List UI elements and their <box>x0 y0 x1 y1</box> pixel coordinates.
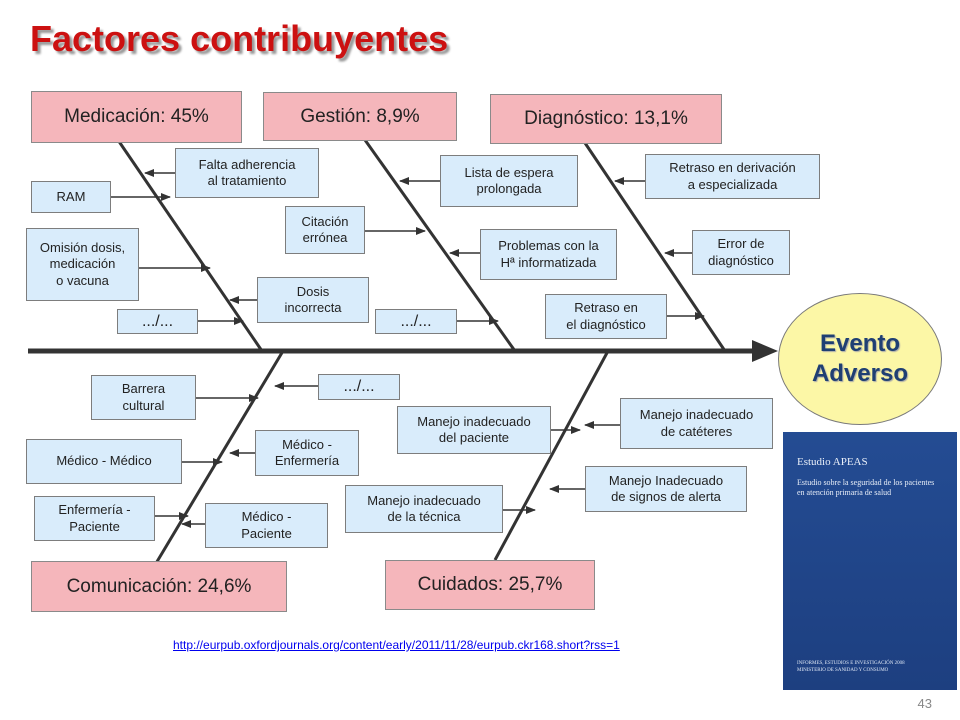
category-gestion: Gestión: 8,9% <box>263 92 457 141</box>
bone-medicacion <box>116 139 264 352</box>
cause-problemas-historia: Problemas con la Hª informatizada <box>480 229 617 280</box>
cause-manejo-paciente: Manejo inadecuado del paciente <box>397 406 551 454</box>
cause-medicacion-more: .../... <box>117 309 198 334</box>
bone-cuidados <box>493 350 610 561</box>
source-link[interactable]: http://eurpub.oxfordjournals.org/content… <box>173 638 620 652</box>
book-footer: INFORMES, ESTUDIOS E INVESTIGACIÓN 2008 … <box>797 661 905 673</box>
category-cuidados: Cuidados: 25,7% <box>385 560 595 610</box>
cause-gestion-more: .../... <box>375 309 457 334</box>
main-spine-arrowhead <box>752 340 778 362</box>
cause-omision-dosis: Omisión dosis, medicación o vacuna <box>26 228 139 301</box>
cause-ram: RAM <box>31 181 111 213</box>
book-title: Estudio APEAS <box>797 456 868 468</box>
bone-gestion <box>363 139 517 352</box>
cause-citacion-erronea: Citación errónea <box>285 206 365 254</box>
outcome-ellipse: Evento Adverso <box>778 293 942 425</box>
cause-error-diagnostico: Error de diagnóstico <box>692 230 790 275</box>
category-diagnostico: Diagnóstico: 13,1% <box>490 94 722 144</box>
cause-retraso-derivacion: Retraso en derivación a especializada <box>645 154 820 199</box>
cause-lista-espera: Lista de espera prolongada <box>440 155 578 207</box>
book-cover-image: Estudio APEAS Estudio sobre la seguridad… <box>783 432 957 690</box>
page-number: 43 <box>917 696 932 711</box>
cause-medico-paciente: Médico - Paciente <box>205 503 328 548</box>
cause-medico-medico: Médico - Médico <box>26 439 182 484</box>
cause-falta-adherencia: Falta adherencia al tratamiento <box>175 148 319 198</box>
book-subtitle: Estudio sobre la seguridad de los pacien… <box>797 478 935 497</box>
cause-dosis-incorrecta: Dosis incorrecta <box>257 277 369 323</box>
cause-medico-enfermeria: Médico - Enfermería <box>255 430 359 476</box>
cause-retraso-diagnostico: Retraso en el diagnóstico <box>545 294 667 339</box>
outcome-label: Evento Adverso <box>811 330 909 387</box>
cause-manejo-tecnica: Manejo inadecuado de la técnica <box>345 485 503 533</box>
category-comunicacion: Comunicación: 24,6% <box>31 561 287 612</box>
cause-comunicacion-more: .../... <box>318 374 400 400</box>
cause-manejo-signos: Manejo Inadecuado de signos de alerta <box>585 466 747 512</box>
cause-enfermeria-paciente: Enfermería - Paciente <box>34 496 155 541</box>
slide-title: Factores contribuyentes <box>30 18 449 59</box>
cause-manejo-cateteres: Manejo inadecuado de catéteres <box>620 398 773 449</box>
category-medicacion: Medicación: 45% <box>31 91 242 143</box>
cause-barrera-cultural: Barrera cultural <box>91 375 196 420</box>
